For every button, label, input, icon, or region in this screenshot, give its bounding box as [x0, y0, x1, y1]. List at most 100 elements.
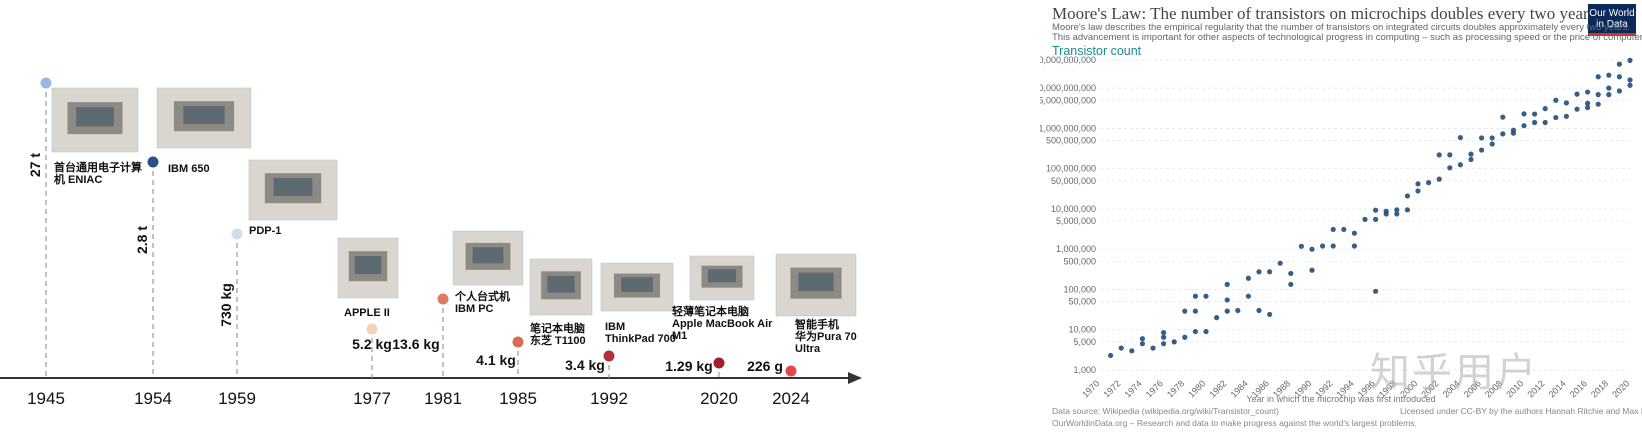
transistor-point — [1171, 339, 1177, 345]
transistor-point — [1479, 135, 1485, 141]
device-photo — [529, 258, 593, 316]
transistor-point — [1616, 74, 1622, 80]
transistor-point — [1309, 246, 1315, 252]
y-tick-label: 5,000 — [1073, 337, 1096, 347]
transistor-point — [1606, 72, 1612, 78]
photo-screen-shape — [472, 247, 504, 264]
y-tick-label: 500,000,000 — [1046, 136, 1096, 146]
photo-screen-shape — [354, 256, 382, 274]
transistor-point — [1553, 114, 1559, 121]
transistor-point — [1532, 111, 1538, 117]
device-photo — [248, 159, 338, 221]
watermark: 知乎用户 — [1370, 350, 1538, 396]
transistor-point — [1245, 293, 1251, 299]
photo-screen-shape — [798, 272, 834, 292]
chart-title: Moore's Law: The number of transistors o… — [1052, 4, 1596, 23]
timeline-point-2020: 2020 1.29 kg 轻薄笔记本电脑 Apple MacBook Air M1 — [665, 255, 773, 408]
transistor-point — [1585, 104, 1591, 111]
transistor-point — [1627, 57, 1633, 63]
logo-line-1: Our World — [1589, 8, 1635, 19]
transistor-point — [1415, 181, 1421, 187]
timeline-point-2024: 2024 226 g 智能手机华为Pura 70 Ultra — [747, 253, 857, 408]
transistor-point — [1404, 193, 1410, 199]
transistor-point — [1383, 208, 1389, 214]
transistor-point — [1203, 328, 1209, 335]
transistor-point — [1394, 207, 1400, 213]
transistor-point — [1457, 162, 1463, 168]
device-photo — [337, 237, 399, 299]
weight-label: 4.1 kg — [476, 352, 516, 368]
transistor-point — [1436, 152, 1442, 158]
device-name-label: IBM 650 — [168, 163, 210, 175]
transistor-point — [1585, 100, 1591, 106]
transistor-point — [1553, 97, 1559, 103]
transistor-point — [1256, 307, 1262, 314]
transistor-point — [1330, 243, 1336, 249]
y-tick-label: 1,000,000,000 — [1040, 123, 1096, 133]
transistor-point — [1404, 207, 1410, 213]
transistor-point — [1118, 345, 1124, 351]
weight-label: 5.2 kg — [352, 336, 392, 352]
y-tick-label: 500,000 — [1063, 256, 1096, 266]
transistor-point — [1192, 328, 1198, 335]
transistor-point — [1447, 165, 1453, 171]
transistor-point — [1256, 269, 1262, 275]
transistor-point — [1574, 91, 1580, 97]
transistor-point — [1298, 243, 1304, 249]
transistor-point — [1192, 293, 1198, 299]
transistor-point — [1415, 188, 1421, 194]
weight-label: 730 kg — [218, 283, 234, 327]
transistor-point — [1563, 113, 1569, 119]
marker-dot — [512, 336, 524, 348]
device-photo — [156, 87, 252, 149]
transistor-point — [1320, 243, 1326, 249]
transistor-point — [1595, 101, 1601, 107]
weight-label: 13.6 kg — [392, 336, 439, 352]
transistor-point — [1341, 226, 1347, 233]
marker-dot — [231, 228, 243, 240]
logo-line-2: in Data — [1596, 19, 1628, 30]
owid-credit[interactable]: OurWorldinData.org – Research and data t… — [1052, 418, 1417, 428]
time-axis-arrow — [848, 372, 862, 384]
device-photo — [600, 262, 674, 312]
transistor-point — [1373, 207, 1379, 213]
weight-label: 1.29 kg — [665, 358, 712, 374]
transistor-point — [1500, 131, 1506, 137]
transistor-point — [1373, 216, 1379, 222]
transistor-point — [1616, 61, 1622, 67]
transistor-point — [1479, 147, 1485, 153]
device-name-label: 个人台式机 IBM PC — [454, 289, 510, 315]
transistor-point — [1150, 345, 1156, 351]
transistor-point — [1500, 114, 1506, 120]
y-tick-label: 50,000 — [1068, 297, 1096, 307]
transistor-point — [1627, 77, 1633, 83]
data-source[interactable]: Data source: Wikipedia (wikipedia.org/wi… — [1052, 406, 1279, 416]
transistor-point — [1277, 260, 1283, 266]
owid-logo[interactable]: Our World in Data — [1588, 4, 1636, 36]
transistor-point — [1542, 106, 1548, 112]
transistor-point — [1521, 111, 1527, 117]
photo-screen-shape — [183, 106, 225, 124]
transistor-point — [1457, 134, 1463, 141]
timeline-point-1959: 1959 730 kg PDP-1 — [218, 159, 338, 408]
transistor-point — [1542, 119, 1548, 126]
timeline-point-1954: 1954 2.8 t IBM 650 — [134, 87, 252, 408]
year-label: 1959 — [218, 389, 256, 408]
device-photo — [452, 230, 524, 286]
transistor-point — [1606, 92, 1612, 98]
y-tick-label: 1,000,000 — [1056, 244, 1096, 254]
transistor-point — [1224, 281, 1230, 287]
weight-label: 226 g — [747, 358, 783, 374]
y-tick-label: 100,000 — [1063, 284, 1096, 294]
transistor-point — [1139, 341, 1145, 347]
transistor-point — [1161, 329, 1167, 336]
marker-dot — [437, 293, 449, 305]
device-photo — [775, 253, 857, 317]
transistor-point — [1532, 119, 1538, 126]
transistor-point — [1192, 308, 1198, 314]
marker-dot — [603, 350, 615, 362]
license-note[interactable]: Licensed under CC-BY by the authors Hann… — [1400, 406, 1642, 416]
transistor-point — [1585, 89, 1591, 95]
transistor-point — [1224, 308, 1230, 314]
